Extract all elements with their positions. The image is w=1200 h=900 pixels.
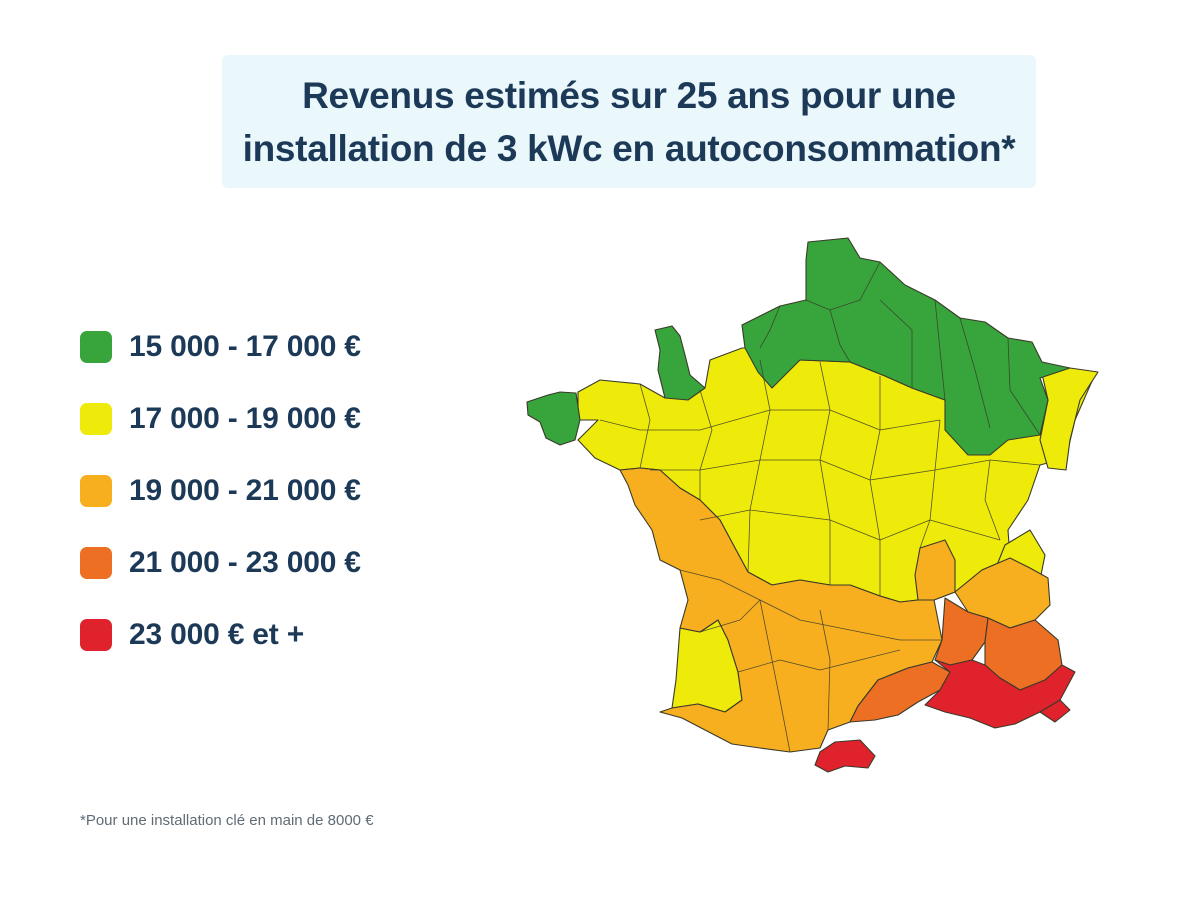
region-red-roussillon: [814, 739, 876, 773]
footnote: *Pour une installation clé en main de 80…: [80, 812, 374, 829]
legend-item-17000-19000: 17 000 - 19 000 €: [80, 402, 361, 436]
legend-swatch-red: [80, 619, 112, 651]
title-line-2: installation de 3 kWc en autoconsommatio…: [242, 127, 1016, 169]
legend-label: 21 000 - 23 000 €: [129, 546, 361, 579]
region-green-brittany-tip: [526, 391, 581, 446]
legend-label: 23 000 € et +: [129, 618, 305, 651]
legend-item-23000-plus: 23 000 € et +: [80, 618, 304, 652]
legend-swatch-yellow: [80, 403, 112, 435]
legend-label: 19 000 - 21 000 €: [129, 474, 361, 507]
region-yellow-northeast: [1039, 364, 1099, 471]
region-light-orange-southwest: [619, 467, 943, 753]
region-red-corsica-coast: [1039, 699, 1071, 723]
region-green-north: [741, 237, 1071, 456]
legend-swatch-green: [80, 331, 112, 363]
france-choropleth-map: [510, 232, 1110, 777]
legend-swatch-orange: [80, 547, 112, 579]
legend-label: 15 000 - 17 000 €: [129, 330, 361, 363]
legend-item-19000-21000: 19 000 - 21 000 €: [80, 474, 361, 508]
region-light-orange-rhone: [914, 539, 956, 601]
legend-item-15000-17000: 15 000 - 17 000 €: [80, 330, 361, 364]
legend-swatch-light-orange: [80, 475, 112, 507]
legend-label: 17 000 - 19 000 €: [129, 402, 361, 435]
title-panel: Revenus estimés sur 25 ans pour une inst…: [222, 55, 1036, 188]
legend-item-21000-23000: 21 000 - 23 000 €: [80, 546, 361, 580]
region-green-cotentin: [654, 325, 706, 401]
title-line-1: Revenus estimés sur 25 ans pour une: [302, 74, 956, 116]
